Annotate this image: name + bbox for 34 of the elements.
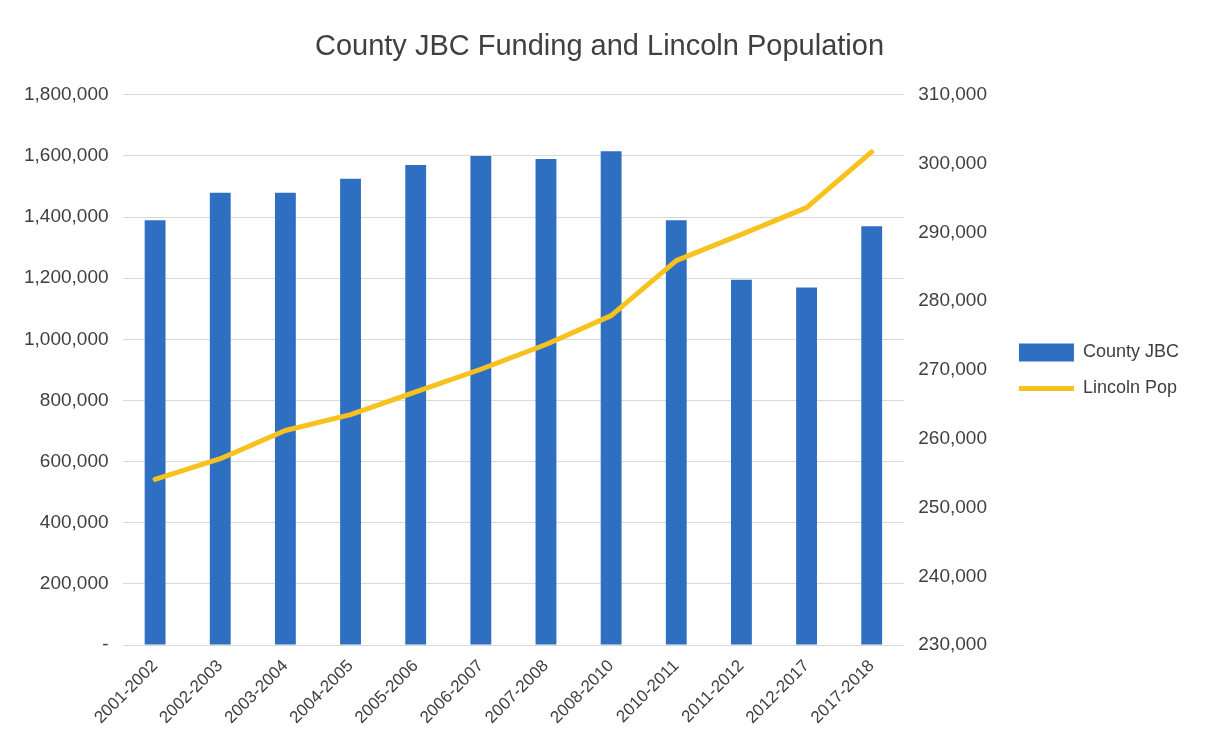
bar bbox=[796, 287, 817, 645]
y2-tick-label: 260,000 bbox=[918, 426, 987, 448]
y2-tick-label: 230,000 bbox=[918, 633, 987, 655]
y-tick-label: - bbox=[102, 633, 109, 655]
y2-tick-label: 240,000 bbox=[918, 564, 987, 586]
y-tick-label: 400,000 bbox=[39, 511, 109, 533]
bar bbox=[209, 192, 231, 645]
bar bbox=[535, 159, 557, 645]
y2-tick-label: 300,000 bbox=[918, 151, 987, 173]
y-tick-label: 1,400,000 bbox=[23, 205, 109, 227]
bar bbox=[340, 178, 361, 645]
bar bbox=[600, 151, 622, 645]
bar bbox=[470, 155, 492, 645]
bar bbox=[405, 165, 427, 645]
y2-tick-label: 290,000 bbox=[918, 220, 987, 242]
bar bbox=[861, 226, 883, 645]
y-tick-label: 1,000,000 bbox=[23, 327, 109, 349]
y-tick-label: 1,200,000 bbox=[23, 266, 109, 288]
y-tick-label: 800,000 bbox=[39, 388, 109, 410]
bar bbox=[665, 220, 687, 645]
legend-label: County JBC bbox=[1082, 341, 1180, 362]
y-tick-label: 1,800,000 bbox=[23, 83, 109, 105]
bar bbox=[274, 192, 296, 645]
y-tick-label: 200,000 bbox=[39, 572, 109, 594]
y-tick-label: 1,600,000 bbox=[23, 144, 109, 166]
y2-tick-label: 280,000 bbox=[918, 289, 987, 311]
chart-title: County JBC Funding and Lincoln Population bbox=[314, 29, 885, 62]
y-tick-label: 600,000 bbox=[39, 449, 109, 471]
y2-tick-label: 250,000 bbox=[918, 495, 987, 517]
bar bbox=[730, 279, 752, 645]
y2-tick-label: 310,000 bbox=[918, 83, 987, 105]
bar bbox=[144, 220, 166, 645]
y2-tick-label: 270,000 bbox=[918, 358, 987, 380]
legend-label: Lincoln Pop bbox=[1082, 377, 1178, 398]
